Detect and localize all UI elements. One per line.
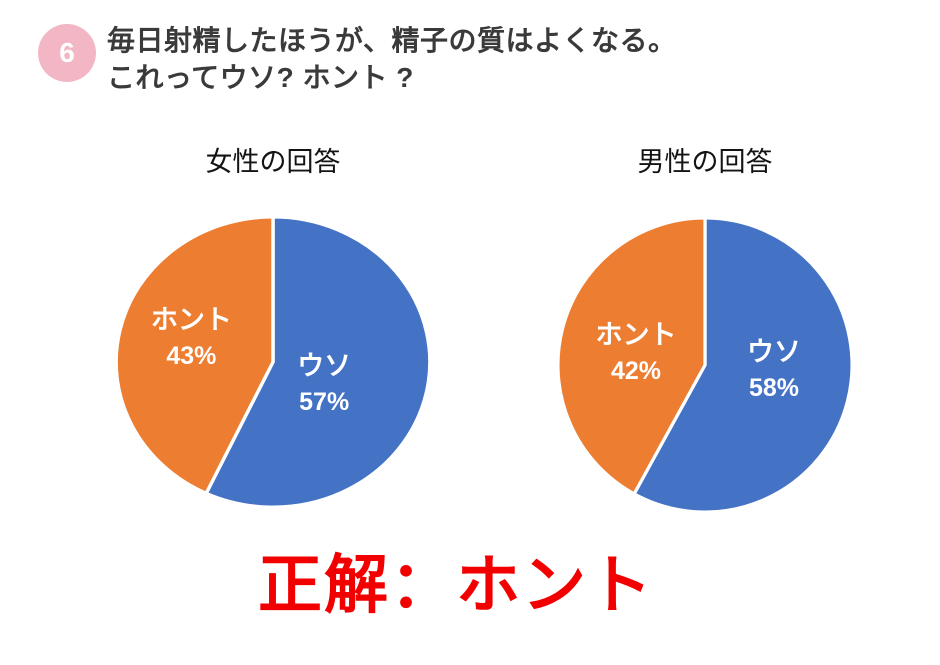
slice-percent: 42% — [610, 357, 662, 385]
slice-name: ホント — [150, 305, 232, 336]
slice-percent: 43% — [166, 342, 217, 371]
slice-label-female-true: ホント 43% — [151, 307, 232, 369]
pie-female-svg — [114, 215, 432, 509]
slice-percent: 57% — [299, 388, 350, 417]
slice-name: ウソ — [297, 351, 352, 382]
answer-text: 正解：ホント — [258, 550, 654, 621]
pie-male-svg — [556, 216, 854, 514]
slice-label-female-lie: ウソ 57% — [297, 353, 351, 415]
pie-chart-female: ウソ 57% ホント 43% — [113, 214, 433, 510]
pie-chart-male: ウソ 58% ホント 42% — [555, 215, 855, 515]
slice-label-male-lie: ウソ 58% — [747, 336, 801, 402]
slice-label-male-true: ホント 42% — [596, 322, 677, 384]
chart-title-female: 女性の回答 — [205, 147, 341, 177]
question-title: 毎日射精したほうが、精子の質はよくなる。 これってウソ? ホント ? — [107, 22, 676, 96]
slice-name: ホント — [595, 320, 677, 350]
chart-title-male: 男性の回答 — [637, 147, 773, 177]
slice-percent: 58% — [748, 373, 800, 402]
question-title-line-2: これってウソ? ホント ? — [107, 62, 414, 94]
question-title-line-1: 毎日射精したほうが、精子の質はよくなる。 — [107, 25, 677, 56]
slice-name: ウソ — [747, 336, 801, 367]
question-number-badge: 6 — [38, 24, 96, 82]
question-number: 6 — [59, 37, 75, 68]
